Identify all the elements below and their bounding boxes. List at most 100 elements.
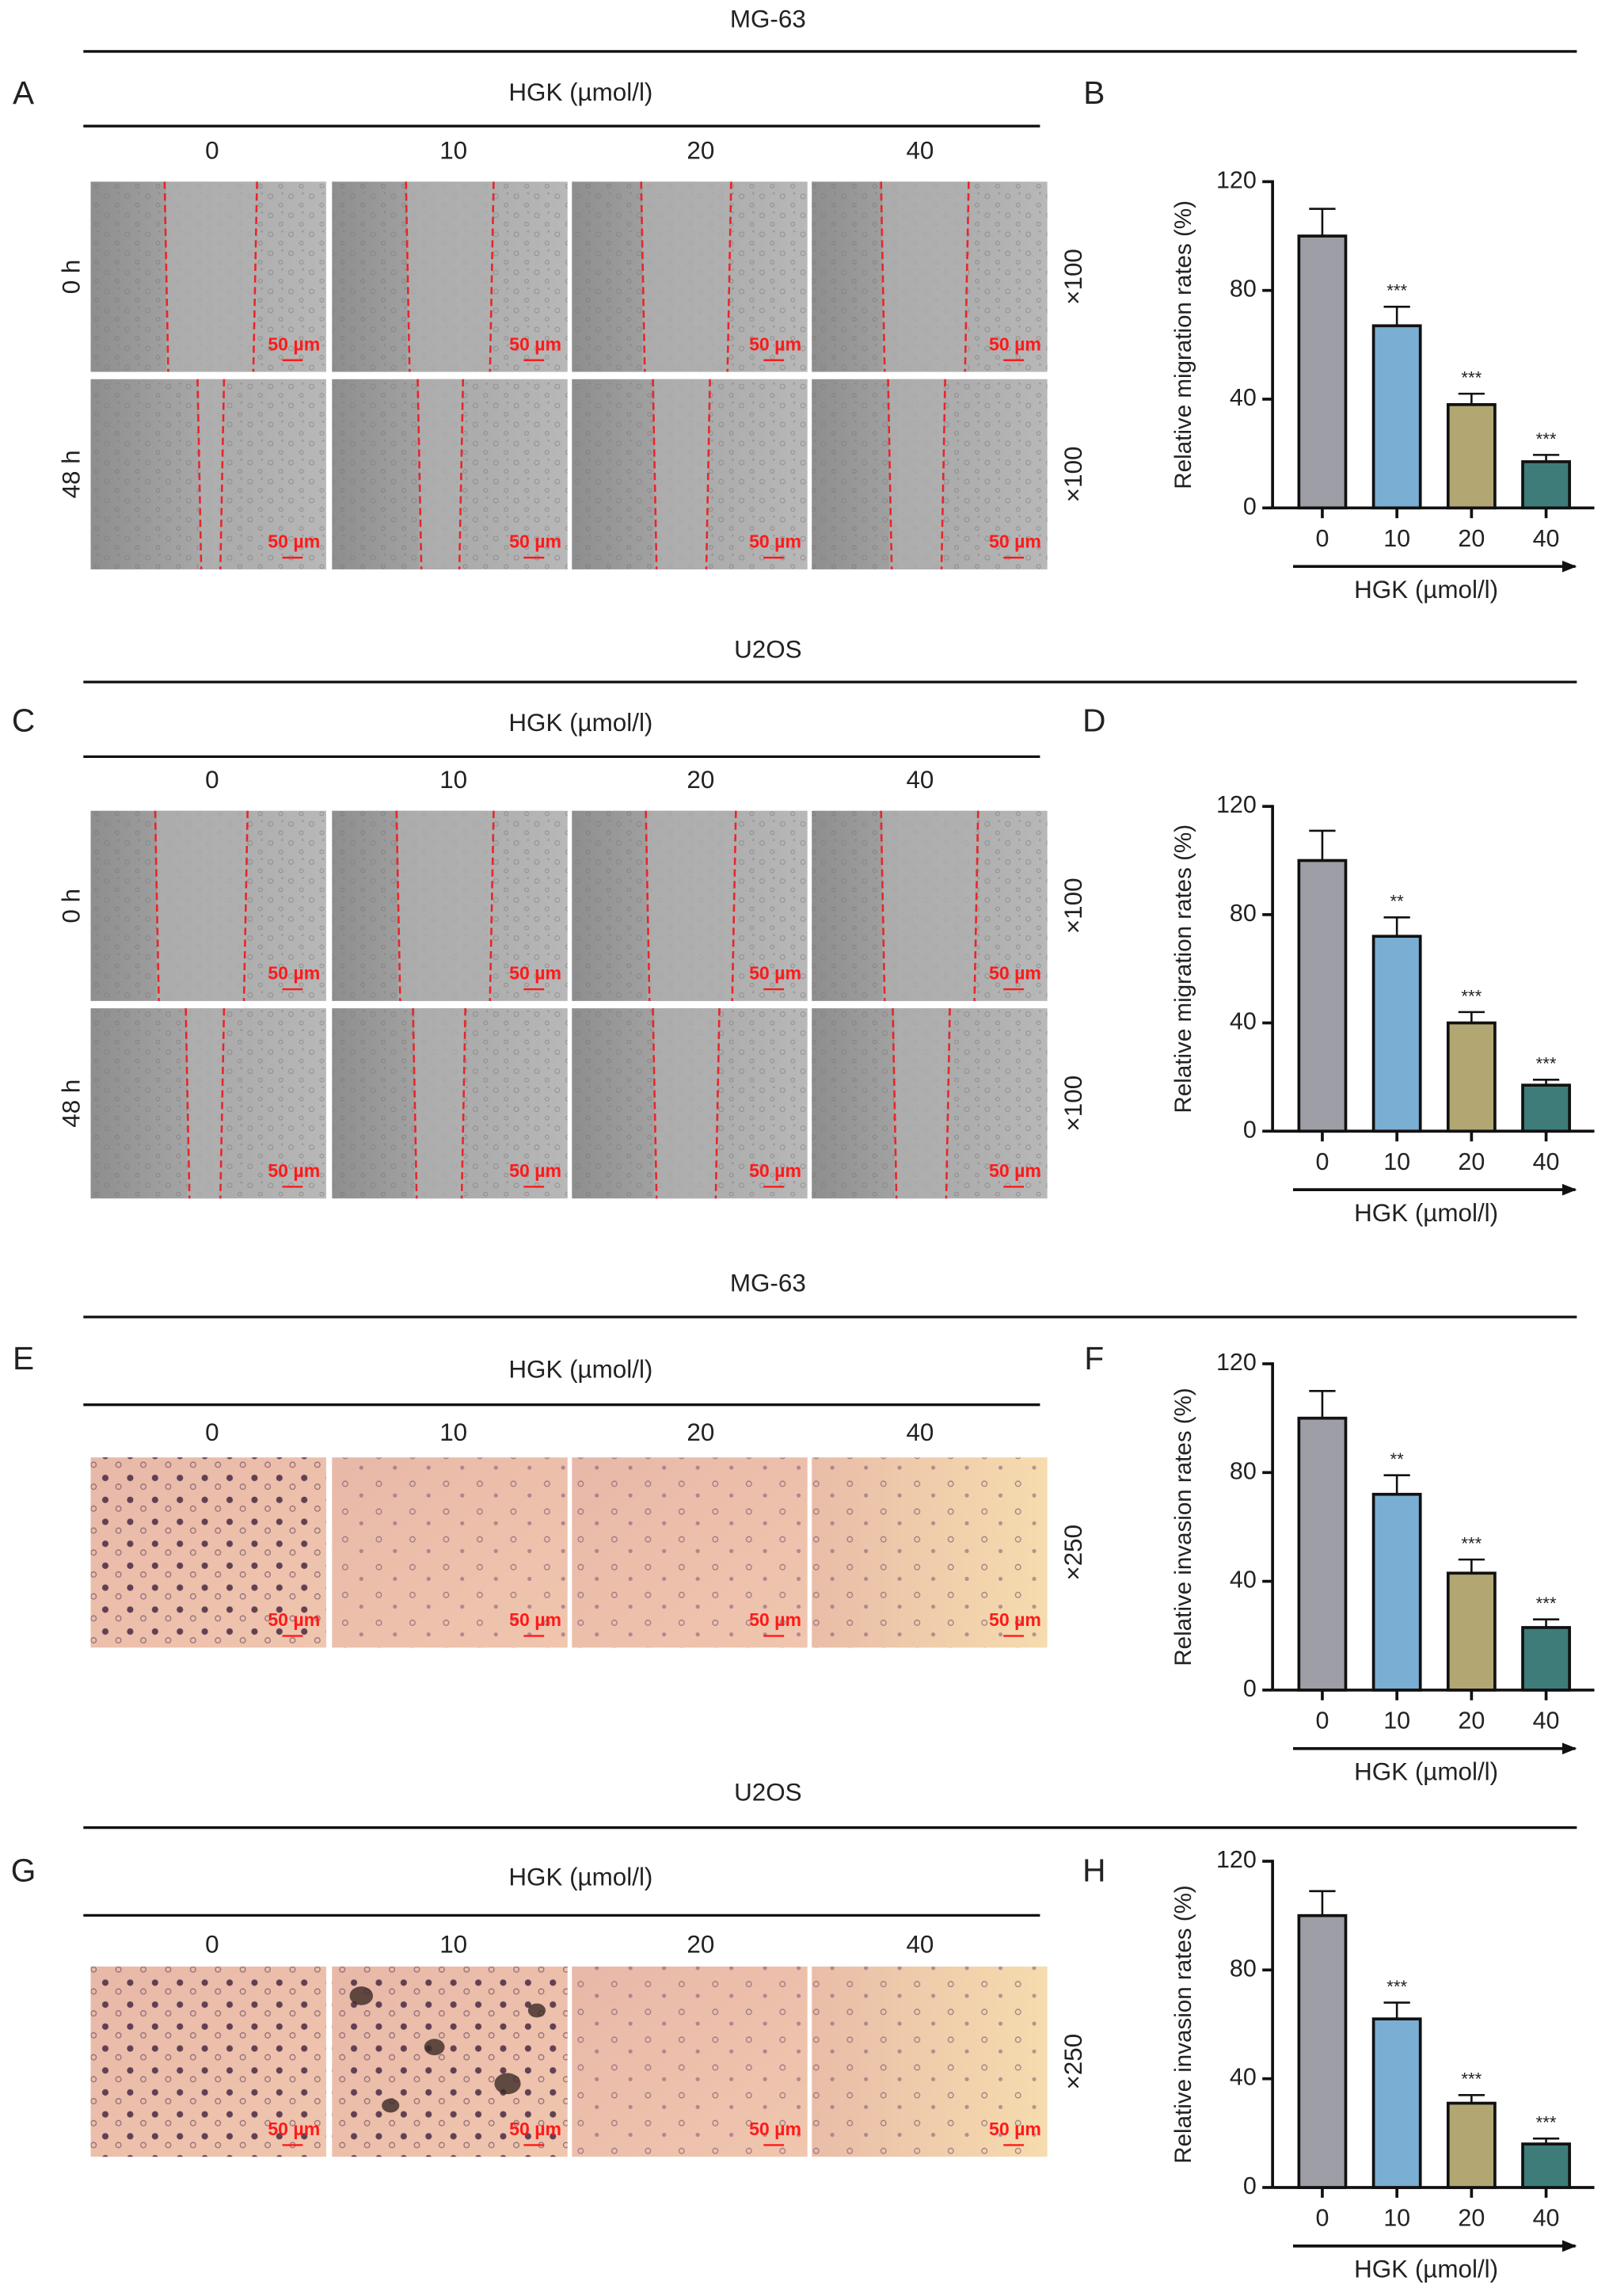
panel-letter: A xyxy=(13,74,35,111)
transwell-micrograph xyxy=(90,1967,326,2157)
bar-chart xyxy=(1262,180,1595,573)
x-tick-label: 10 xyxy=(1383,2205,1410,2232)
transwell-micrograph xyxy=(812,1457,1048,1648)
wound-edge-line xyxy=(945,1008,951,1199)
scratch-gap xyxy=(894,1008,949,1199)
wound-edge-line xyxy=(184,1008,191,1199)
wound-edge-line xyxy=(887,379,893,569)
panel-letter: F xyxy=(1084,1340,1104,1376)
cell-cluster xyxy=(349,1986,374,2005)
dose-label: 10 xyxy=(439,137,467,165)
wound-healing-micrograph xyxy=(332,181,568,372)
wound-edge-line xyxy=(726,181,732,372)
wound-edge-line xyxy=(973,810,979,1001)
wound-edge-line xyxy=(154,810,160,1001)
time-point-label: 0 h xyxy=(58,260,86,295)
significance-marker: *** xyxy=(1386,1977,1407,1997)
y-tick-label: 40 xyxy=(1230,2064,1257,2091)
cell-cluster xyxy=(494,2073,521,2095)
dose-label: 10 xyxy=(439,766,467,794)
x-tick-label: 10 xyxy=(1383,1708,1410,1734)
dose-label: 20 xyxy=(687,1418,714,1446)
y-axis-label: Relative invasion rates (%) xyxy=(1170,1885,1196,2163)
bar-chart xyxy=(1262,805,1595,1196)
scratch-gap xyxy=(647,810,735,1001)
scratch-gap xyxy=(165,181,256,372)
panel-letter: G xyxy=(11,1852,36,1889)
x-tick-label: 10 xyxy=(1383,525,1410,552)
scratch-gap xyxy=(882,181,968,372)
treatment-label: HGK (µmol/l) xyxy=(508,709,652,737)
scratch-gap xyxy=(414,1008,464,1199)
transwell-micrograph xyxy=(572,1967,808,2157)
stained-cells xyxy=(90,1967,326,2157)
wound-edge-line xyxy=(417,379,423,569)
scale-bar-label: 50 µm xyxy=(268,2119,320,2139)
x-tick-label: 0 xyxy=(1315,1708,1329,1734)
cell-line-title: MG-63 xyxy=(730,1270,806,1297)
dose-label: 0 xyxy=(205,1930,219,1958)
wound-edge-line xyxy=(964,181,970,372)
y-tick-label: 0 xyxy=(1243,1116,1257,1143)
significance-marker: *** xyxy=(1386,281,1407,301)
scale-bar-label: 50 µm xyxy=(749,531,801,552)
wound-healing-micrograph xyxy=(572,1008,808,1199)
wound-edge-line xyxy=(405,181,411,372)
dose-label: 20 xyxy=(687,1930,714,1958)
y-tick-label: 40 xyxy=(1230,1567,1257,1593)
scratch-gap xyxy=(187,1008,223,1199)
wound-healing-micrograph xyxy=(572,810,808,1001)
x-tick-label: 40 xyxy=(1533,525,1560,552)
y-tick-label: 80 xyxy=(1230,900,1257,927)
panel-letter: H xyxy=(1082,1852,1105,1889)
bar-20 xyxy=(1446,2101,1497,2189)
x-tick-label: 20 xyxy=(1458,1148,1485,1175)
dose-label: 0 xyxy=(205,1418,219,1446)
scratch-gap xyxy=(654,379,709,569)
panel-letter: C xyxy=(12,703,35,739)
wound-healing-micrograph xyxy=(332,1008,568,1199)
dose-label: 0 xyxy=(205,766,219,794)
wound-edge-line xyxy=(640,181,646,372)
bar-20 xyxy=(1446,403,1497,510)
scale-bar-label: 50 µm xyxy=(509,2119,561,2139)
scale-bar-label: 50 µm xyxy=(989,1609,1041,1630)
wound-edge-line xyxy=(731,810,737,1001)
scratch-gap xyxy=(156,810,246,1001)
y-tick-label: 40 xyxy=(1230,1008,1257,1035)
bar-10 xyxy=(1371,1492,1422,1692)
y-tick-label: 0 xyxy=(1243,493,1257,520)
panel-letter: E xyxy=(13,1340,34,1376)
dose-label: 20 xyxy=(687,766,714,794)
wound-healing-micrograph xyxy=(332,379,568,569)
time-point-label: 0 h xyxy=(58,889,86,923)
wound-healing-micrograph xyxy=(332,810,568,1001)
x-axis-label: HGK (µmol/l) xyxy=(1354,2256,1498,2283)
bar-20 xyxy=(1446,1021,1497,1133)
transwell-micrograph xyxy=(332,1967,568,2157)
y-tick-label: 80 xyxy=(1230,1955,1257,1982)
bar-chart xyxy=(1262,1362,1595,1755)
scale-bar-label: 50 µm xyxy=(268,531,320,552)
y-tick-label: 80 xyxy=(1230,1457,1257,1484)
bar-0 xyxy=(1297,859,1348,1133)
significance-marker: ** xyxy=(1390,892,1405,912)
scale-bar-label: 50 µm xyxy=(749,2119,801,2139)
transwell-micrograph xyxy=(332,1457,568,1648)
scale-bar-label: 50 µm xyxy=(989,531,1041,552)
scale-bar-label: 50 µm xyxy=(749,1160,801,1181)
dose-label: 10 xyxy=(439,1930,467,1958)
dose-label: 40 xyxy=(906,1418,934,1446)
dose-label: 40 xyxy=(906,1930,934,1958)
cell-cluster xyxy=(424,2039,445,2055)
y-axis-label: Relative migration rates (%) xyxy=(1170,824,1196,1114)
x-tick-label: 0 xyxy=(1315,2205,1329,2232)
scratch-gap xyxy=(407,181,493,372)
bar-40 xyxy=(1521,2142,1571,2189)
significance-marker: *** xyxy=(1536,429,1557,449)
wound-edge-line xyxy=(163,181,169,372)
wound-edge-line xyxy=(242,810,249,1001)
scale-bar-label: 50 µm xyxy=(749,963,801,984)
time-point-label: 48 h xyxy=(58,1079,86,1128)
